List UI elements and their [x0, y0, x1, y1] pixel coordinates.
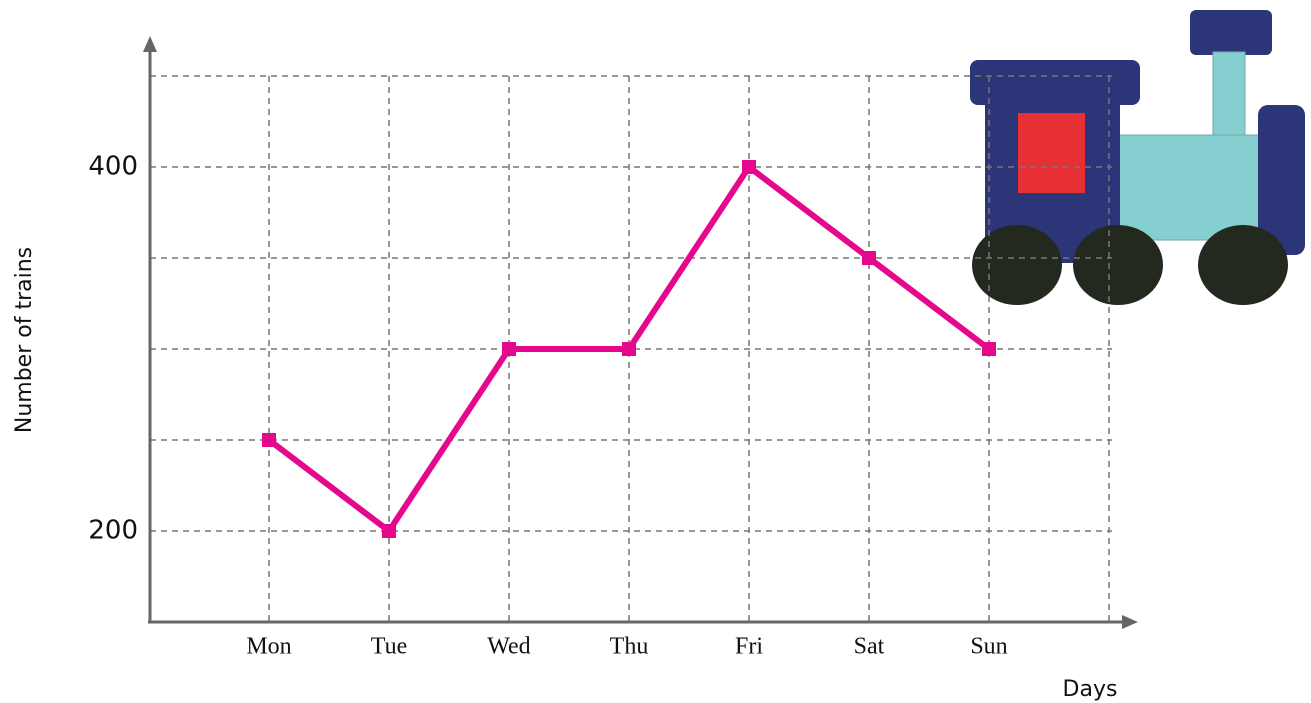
x-tick-label: Tue: [371, 634, 407, 660]
y-axis-label: Number of trains: [12, 247, 37, 433]
data-point: [382, 524, 396, 538]
x-tick-label: Sat: [854, 634, 885, 660]
axes: [143, 36, 1138, 629]
train-illustration: [970, 10, 1305, 305]
y-tick-label: 400: [88, 152, 138, 182]
data-point: [262, 433, 276, 447]
data-point: [862, 251, 876, 265]
data-point: [742, 160, 756, 174]
data-point: [622, 342, 636, 356]
y-tick-label: 200: [88, 516, 138, 546]
x-tick-label: Fri: [735, 634, 763, 660]
data-point: [502, 342, 516, 356]
x-tick-label: Thu: [610, 634, 649, 660]
data-point: [982, 342, 996, 356]
x-axis-label: Days: [1063, 677, 1118, 702]
x-tick-label: Wed: [487, 634, 530, 660]
x-tick-label: Sun: [970, 634, 1007, 660]
x-tick-label: Mon: [246, 634, 291, 660]
